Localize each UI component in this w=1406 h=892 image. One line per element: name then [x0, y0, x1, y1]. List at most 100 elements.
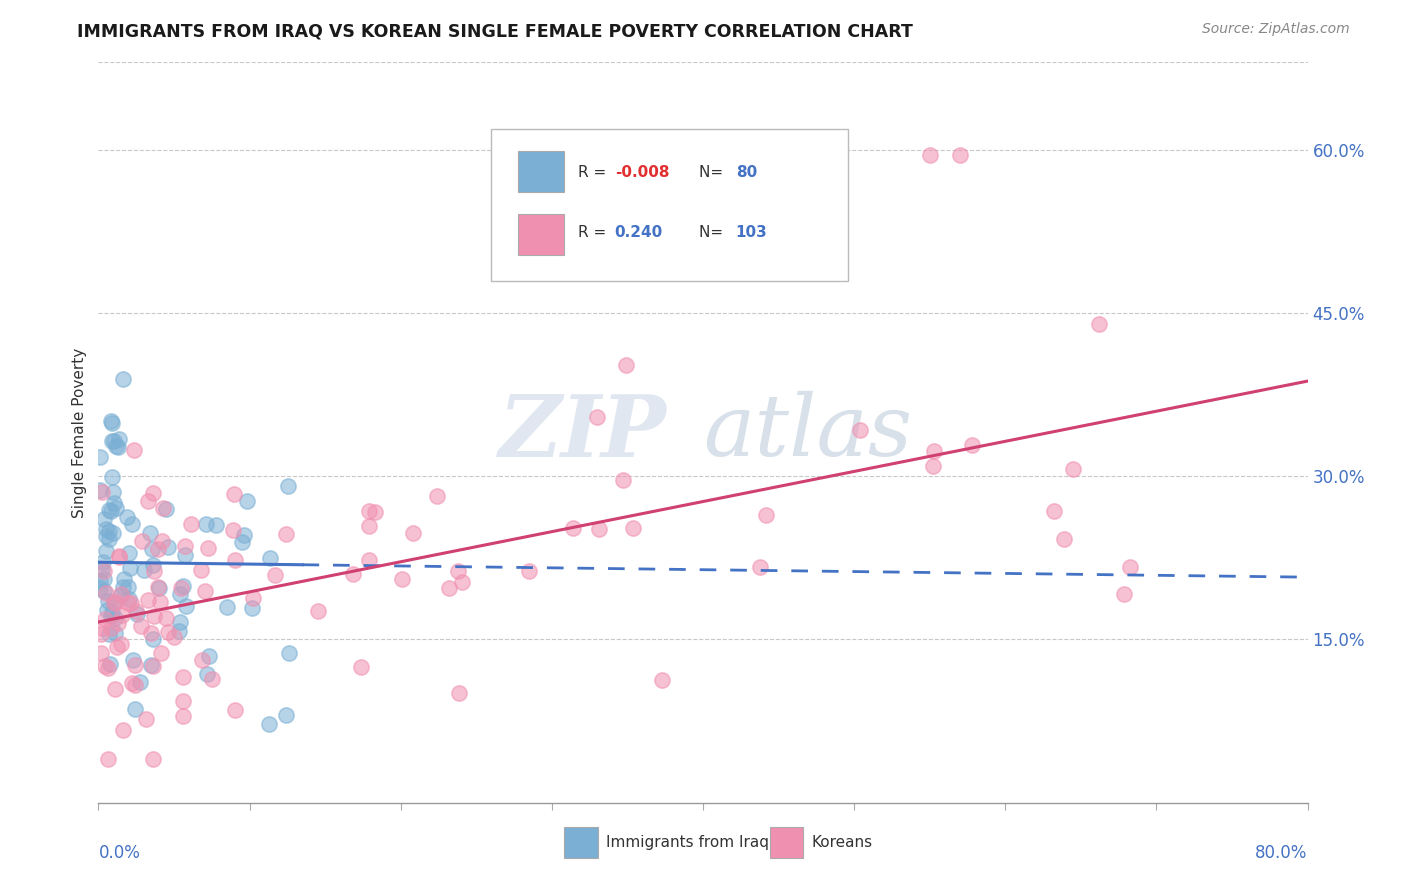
- Point: [1088, 317, 1111, 331]
- Point: [142, 658, 165, 673]
- Point: [108, 432, 131, 446]
- Point: [561, 520, 583, 534]
- Point: [104, 681, 127, 696]
- Point: [121, 516, 143, 531]
- Point: [152, 500, 174, 515]
- Point: [174, 539, 197, 553]
- Point: [142, 632, 165, 647]
- Point: [141, 541, 163, 556]
- Point: [101, 605, 124, 619]
- Point: [148, 582, 170, 596]
- Point: [163, 630, 186, 644]
- Point: [190, 563, 212, 577]
- Point: [90, 562, 112, 576]
- Point: [169, 615, 191, 630]
- Point: [142, 486, 165, 500]
- Point: [180, 516, 202, 531]
- Point: [949, 148, 972, 162]
- Point: [259, 550, 281, 565]
- Point: [97, 532, 120, 546]
- Point: [274, 707, 297, 722]
- Point: [363, 505, 385, 519]
- Text: 103: 103: [735, 225, 768, 240]
- Point: [89, 574, 111, 588]
- Point: [224, 703, 246, 717]
- Point: [155, 502, 177, 516]
- Point: [94, 612, 117, 626]
- Point: [91, 621, 114, 635]
- Point: [100, 434, 122, 449]
- Point: [451, 574, 474, 589]
- Text: ZIP: ZIP: [499, 391, 666, 475]
- Point: [101, 470, 124, 484]
- Point: [127, 607, 149, 621]
- Text: atlas: atlas: [703, 392, 912, 474]
- Text: 0.0%: 0.0%: [98, 844, 141, 862]
- Point: [350, 660, 373, 674]
- Point: [623, 521, 645, 535]
- Point: [918, 148, 941, 162]
- Point: [112, 723, 135, 738]
- Point: [1042, 504, 1064, 518]
- Point: [278, 646, 301, 660]
- Point: [1119, 560, 1142, 574]
- Point: [391, 572, 413, 586]
- Point: [242, 591, 264, 606]
- Point: [222, 524, 245, 538]
- Point: [194, 516, 217, 531]
- Point: [94, 529, 117, 543]
- Point: [124, 658, 146, 673]
- Point: [136, 593, 159, 607]
- Point: [93, 584, 115, 599]
- Point: [224, 486, 246, 500]
- Point: [105, 501, 128, 516]
- Point: [402, 526, 425, 541]
- Point: [129, 619, 152, 633]
- Point: [143, 564, 166, 578]
- Point: [217, 600, 239, 615]
- Point: [97, 661, 120, 675]
- Point: [172, 579, 194, 593]
- Point: [235, 494, 257, 508]
- Point: [90, 646, 112, 660]
- Point: [93, 564, 115, 578]
- Point: [104, 611, 127, 625]
- Point: [156, 540, 179, 554]
- Point: [118, 561, 141, 575]
- Point: [108, 549, 131, 564]
- Text: R =: R =: [578, 164, 612, 179]
- Point: [157, 625, 180, 640]
- Point: [167, 624, 190, 639]
- Point: [198, 648, 221, 663]
- Point: [118, 591, 141, 606]
- Point: [91, 485, 114, 500]
- Point: [517, 565, 540, 579]
- Point: [100, 657, 122, 672]
- Text: Source: ZipAtlas.com: Source: ZipAtlas.com: [1202, 22, 1350, 37]
- Point: [100, 414, 122, 428]
- Point: [117, 597, 139, 611]
- Point: [98, 503, 121, 517]
- Point: [121, 675, 143, 690]
- Point: [651, 673, 673, 688]
- Point: [148, 580, 170, 594]
- Point: [111, 608, 134, 623]
- Point: [142, 752, 165, 766]
- Text: N=: N=: [699, 164, 728, 179]
- Point: [94, 523, 117, 537]
- Text: Immigrants from Iraq: Immigrants from Iraq: [606, 835, 769, 850]
- Point: [240, 601, 263, 615]
- Point: [357, 552, 380, 566]
- Point: [125, 604, 148, 618]
- Point: [135, 712, 157, 726]
- Text: 0.240: 0.240: [614, 225, 664, 240]
- Point: [172, 693, 194, 707]
- Point: [104, 439, 127, 453]
- Point: [110, 587, 132, 601]
- Point: [205, 517, 228, 532]
- Point: [105, 640, 128, 654]
- Point: [174, 549, 197, 563]
- Point: [307, 604, 329, 618]
- Point: [112, 372, 135, 386]
- Point: [103, 595, 125, 609]
